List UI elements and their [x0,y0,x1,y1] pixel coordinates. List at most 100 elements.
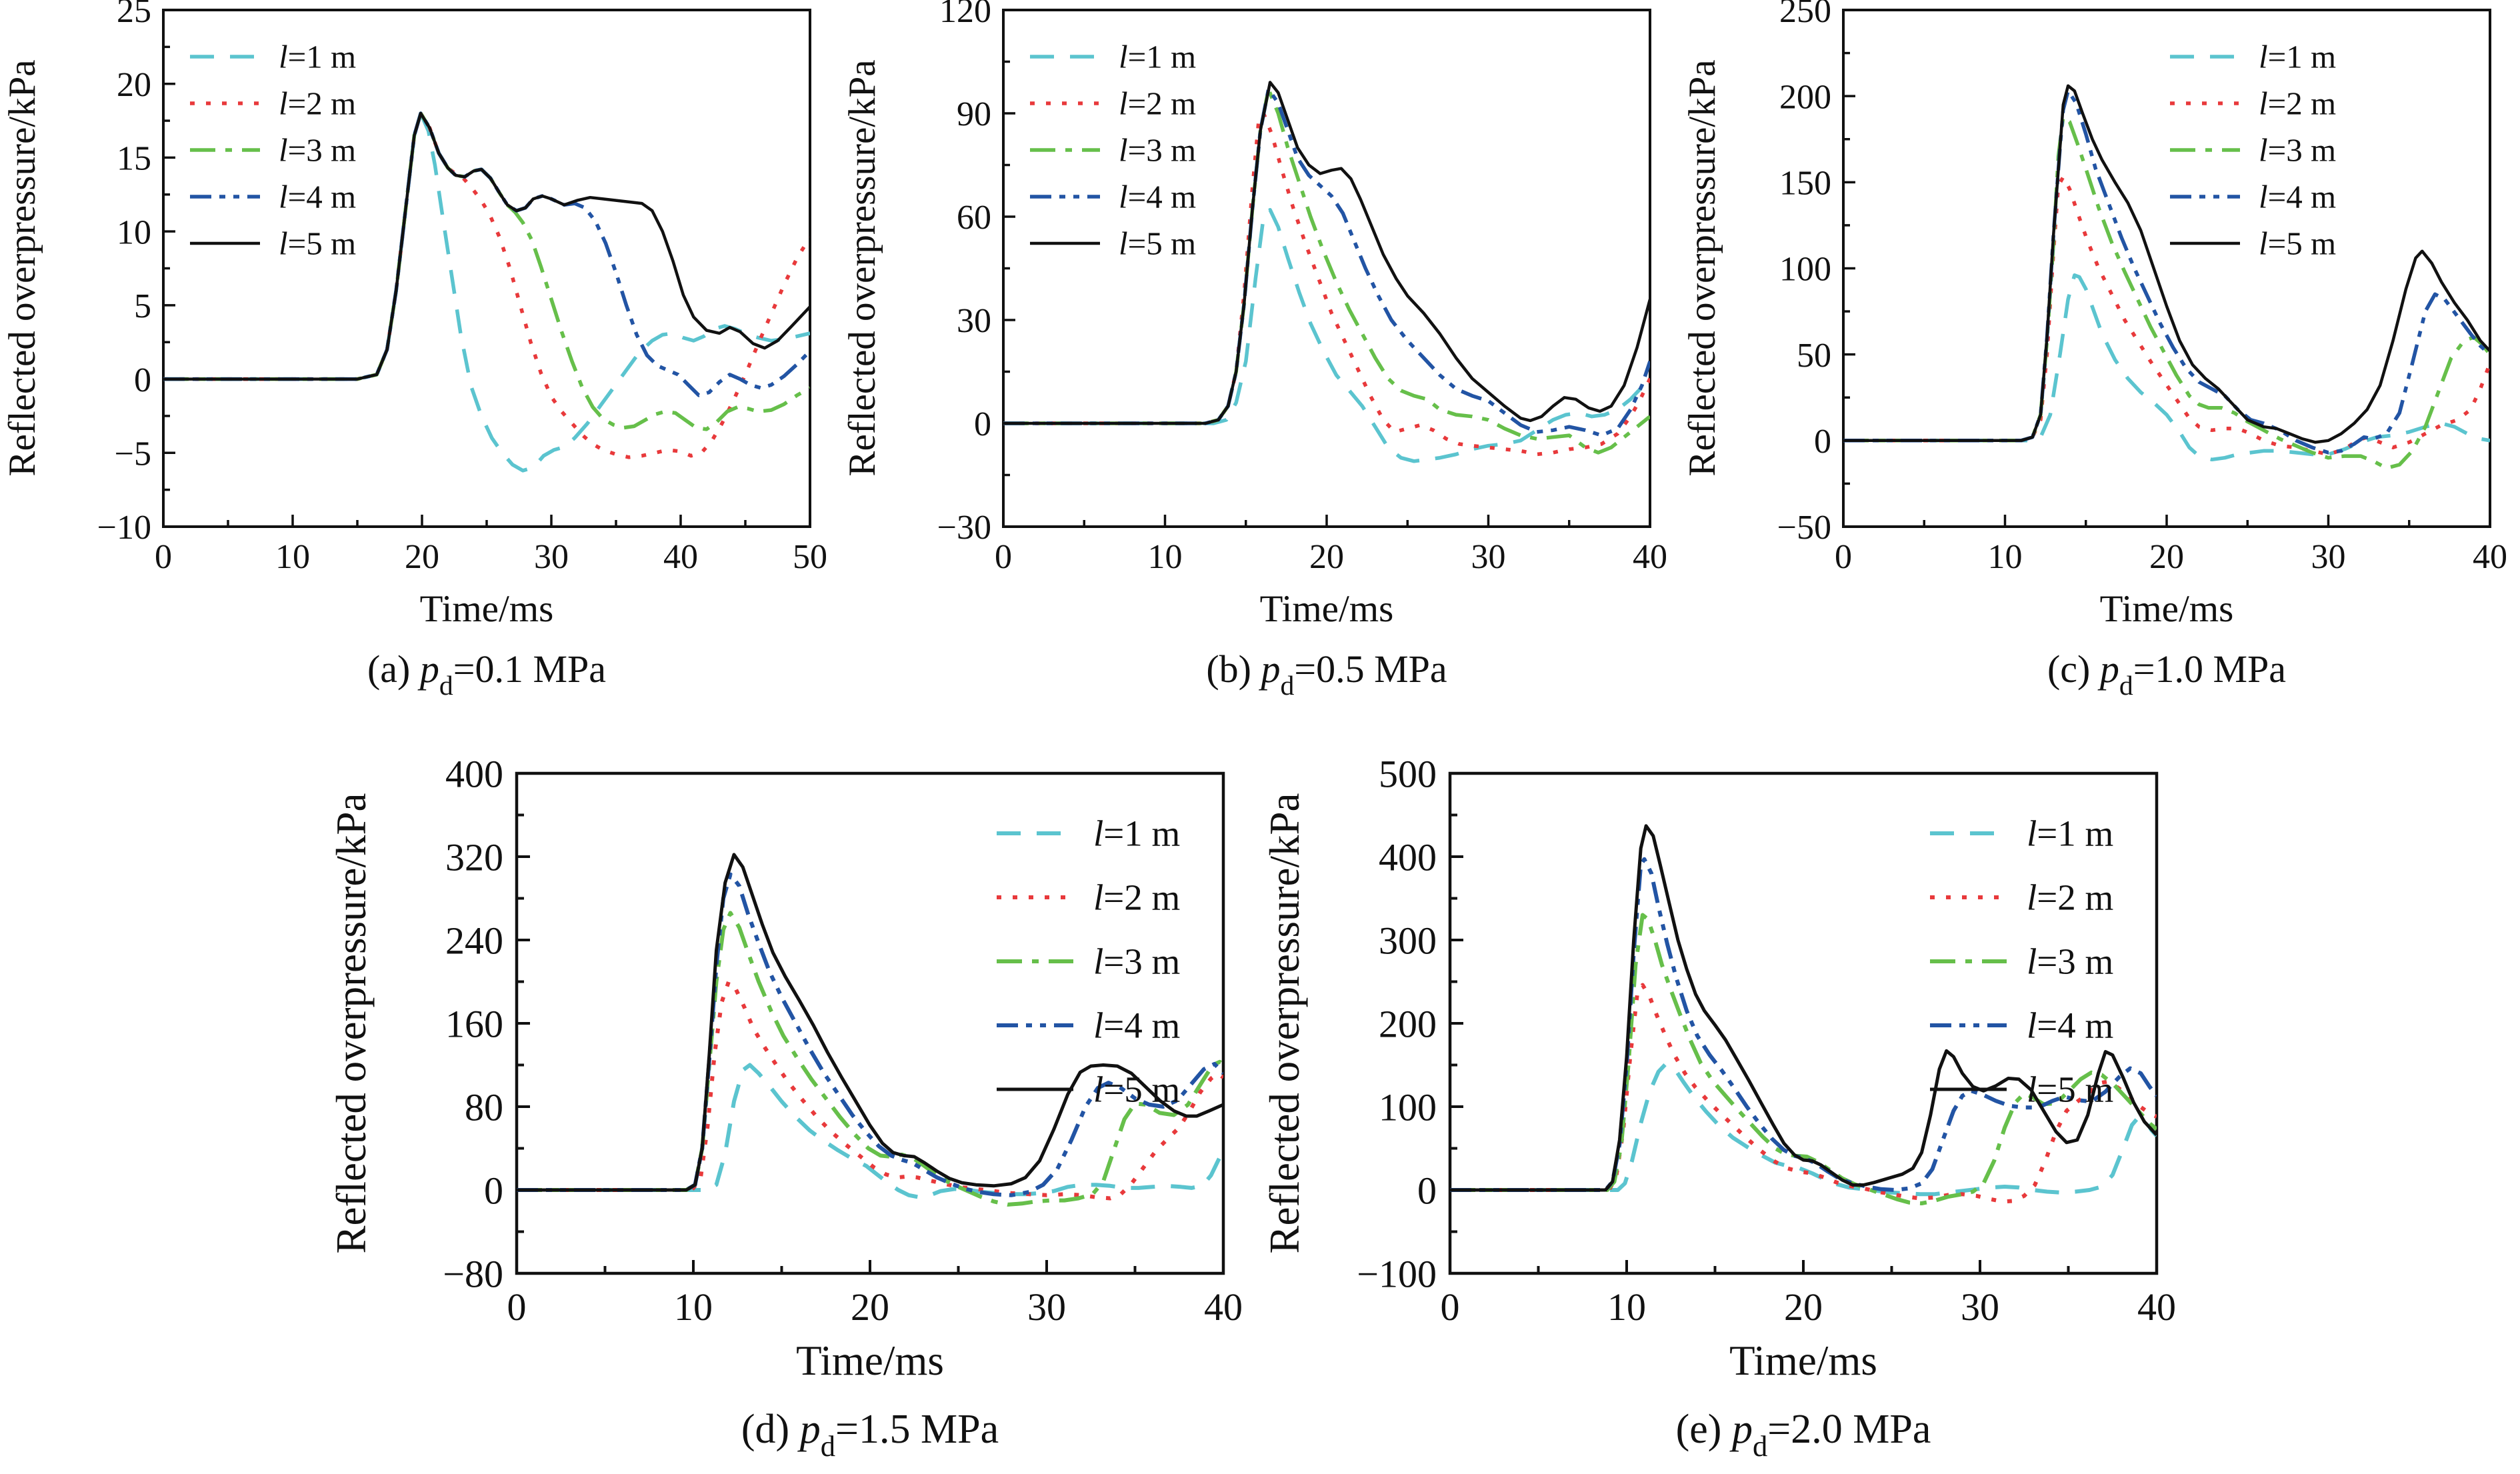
x-tick-label: 40 [1633,538,1667,576]
x-tick-label: 0 [1835,538,1852,576]
y-tick-label: 400 [445,752,503,795]
y-tick-label: 200 [1779,78,1831,116]
chart-c-plot: Time/ms Reflected overpressure/kPa 0 10 20… [1681,0,2507,630]
caption-variable: p [419,647,439,691]
series-l-5-m [1450,824,2157,1192]
y-tick-label: 15 [117,140,151,178]
y-tick-label: 200 [1379,1002,1437,1045]
series-group [1003,81,1650,463]
caption-value: =2.0 MPa [1767,1407,1931,1452]
y-tick-label: 30 [957,302,991,340]
chart-panel-a: Time/ms Reflected overpressure/kPa 0 10 20… [0,0,840,713]
y-axis-title: Reflected overpressure/kPa [1261,793,1308,1253]
chart-c-caption: (c) pd=1.0 MPa [1843,647,2490,701]
chart-panel-e: Time/ms Reflected overpressure/kPa 0 10 20… [1260,733,2193,1472]
y-tick-label: 160 [445,1002,503,1045]
series-l-1-m [517,1063,1223,1199]
caption-value: =1.5 MPa [835,1407,999,1452]
caption-subscript: d [820,1429,835,1463]
caption-subscript: d [1752,1429,1768,1463]
chart-d-plot: Time/ms Reflected overpressure/kPa 0 10 20… [328,752,1243,1384]
x-tick-label: 0 [507,1285,527,1329]
caption-index: (d) [741,1407,800,1452]
y-tick-label: 0 [1417,1169,1437,1212]
legend-label: l=2 m [1093,877,1180,918]
x-tick-label: 40 [2473,538,2507,576]
legend-label: l=5 m [1093,1069,1180,1110]
x-tick-label: 30 [1961,1285,1999,1329]
series-l-4-m [163,111,810,397]
series-l-5-m [517,853,1223,1192]
x-tick-label: 20 [405,538,439,576]
y-tick-label: 0 [134,361,151,399]
plot-border [1002,9,1651,528]
legend-label: l=4 m [1119,179,1196,215]
legend-label: l=4 m [279,179,356,215]
legend-label: l=1 m [2027,813,2113,854]
plot-border [162,9,811,528]
chart-b-plot: Time/ms Reflected overpressure/kPa 0 10 20… [841,0,1667,630]
caption-index: (c) [2047,647,2100,691]
y-tick-label: −80 [443,1252,503,1295]
caption-subscript: d [1280,670,1295,701]
x-tick-label: 50 [793,538,827,576]
y-tick-label: 0 [974,405,991,443]
x-tick-label: 40 [1204,1285,1243,1329]
series-l-4-m [1003,87,1650,437]
chart-d-caption: (d) pd=1.5 MPa [517,1406,1223,1463]
figure-row-top: Time/ms Reflected overpressure/kPa 0 10 20… [0,0,2520,713]
y-tick-label: 120 [939,0,991,30]
series-l-2-m [1003,111,1650,457]
legend-label: l=1 m [279,39,356,75]
x-tick-label: 10 [1607,1285,1646,1329]
y-axis-title: Reflected overpressure/kPa [328,793,375,1253]
series-group [163,111,810,473]
chart-panel-b: Time/ms Reflected overpressure/kPa 0 10 20… [840,0,1680,713]
y-tick-label: 400 [1379,835,1437,879]
caption-value: =0.5 MPa [1294,647,1447,691]
x-tick-label: 20 [1309,538,1344,576]
chart-panel-d: Time/ms Reflected overpressure/kPa 0 10 20… [327,733,1260,1472]
x-tick-label: 30 [1471,538,1506,576]
legend-label: l=2 m [1119,85,1196,122]
chart-a-plot: Time/ms Reflected overpressure/kPa 0 10 20… [1,0,827,630]
x-tick-label: 30 [534,538,569,576]
series-l-1-m [1003,207,1650,463]
x-axis-title: Time/ms [796,1337,944,1384]
legend-label: l=2 m [2027,877,2113,918]
legend-label: l=1 m [2259,39,2336,75]
chart-a-caption: (a) pd=0.1 MPa [163,647,810,701]
legend-label: l=1 m [1119,39,1196,75]
x-tick-label: 10 [1988,538,2023,576]
y-tick-label: 250 [1779,0,1831,30]
y-tick-label: 60 [957,199,991,237]
y-axis-title: Reflected overpressure/kPa [1,59,43,476]
caption-index: (b) [1206,647,1261,691]
legend-label: l=2 m [279,85,356,122]
chart-b-caption: (b) pd=0.5 MPa [1003,647,1650,701]
y-tick-label: −100 [1357,1252,1437,1295]
series-l-2-m [163,111,810,459]
y-tick-label: 500 [1379,752,1437,795]
legend-label: l=5 m [2027,1069,2113,1110]
x-tick-label: 40 [663,538,698,576]
caption-subscript: d [2119,670,2133,701]
x-tick-label: 10 [674,1285,713,1329]
y-tick-label: 320 [445,835,503,879]
legend-label: l=5 m [279,225,356,262]
legend-label: l=4 m [1093,1005,1180,1046]
x-tick-label: 10 [275,538,310,576]
x-axis-title: Time/ms [1260,588,1394,630]
caption-variable: p [1261,647,1281,691]
series-l-1-m [1843,273,2490,462]
y-tick-label: 300 [1379,919,1437,962]
series-l-5-m [1003,81,1650,425]
x-axis-title: Time/ms [420,588,554,630]
caption-variable: p [1731,1407,1753,1452]
y-tick-label: 90 [957,95,991,133]
legend-label: l=3 m [2027,941,2113,982]
caption-value: =0.1 MPa [453,647,607,691]
x-tick-label: 0 [155,538,172,576]
series-l-3-m [1003,87,1650,455]
caption-subscript: d [439,670,453,701]
